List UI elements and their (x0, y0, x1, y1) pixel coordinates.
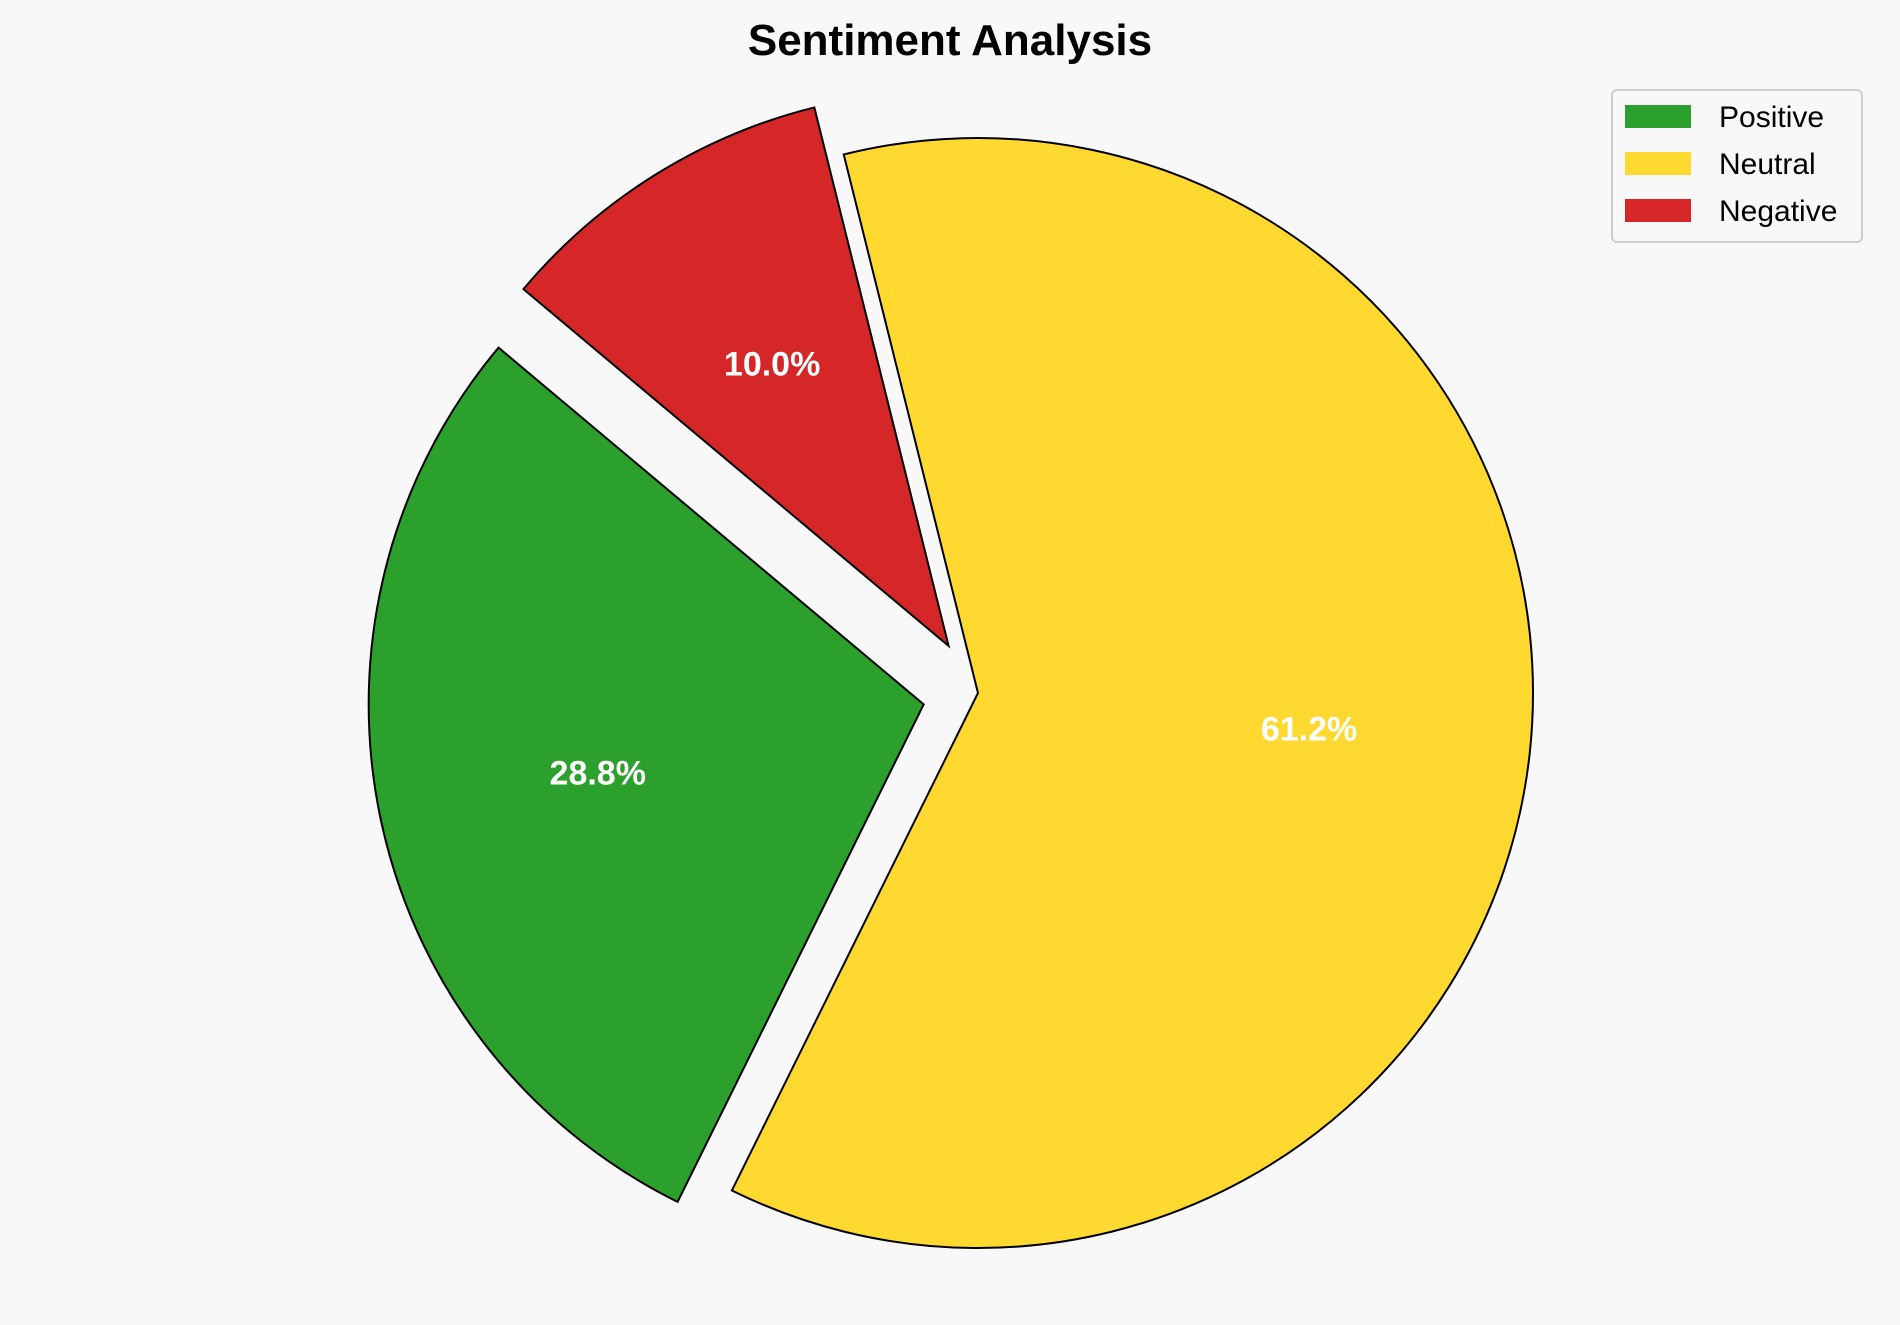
legend-swatch-neutral (1625, 152, 1691, 175)
slice-positive (367, 346, 925, 1204)
chart-title: Sentiment Analysis (748, 16, 1152, 65)
legend-swatch-positive (1625, 105, 1691, 128)
data-label-negative: 10.0% (724, 346, 820, 384)
slices: 28.8% 61.2% 10.0% (367, 106, 1534, 1249)
legend-label-negative: Negative (1719, 195, 1837, 228)
data-label-neutral: 61.2% (1261, 711, 1357, 749)
data-label-positive: 28.8% (550, 755, 646, 793)
legend-swatch-negative (1625, 199, 1691, 222)
slice-neutral (730, 137, 1534, 1249)
legend-label-neutral: Neutral (1719, 148, 1816, 181)
legend-label-positive: Positive (1719, 101, 1824, 134)
slice-negative (522, 106, 951, 649)
legend: Positive Neutral Negative (1611, 89, 1863, 243)
